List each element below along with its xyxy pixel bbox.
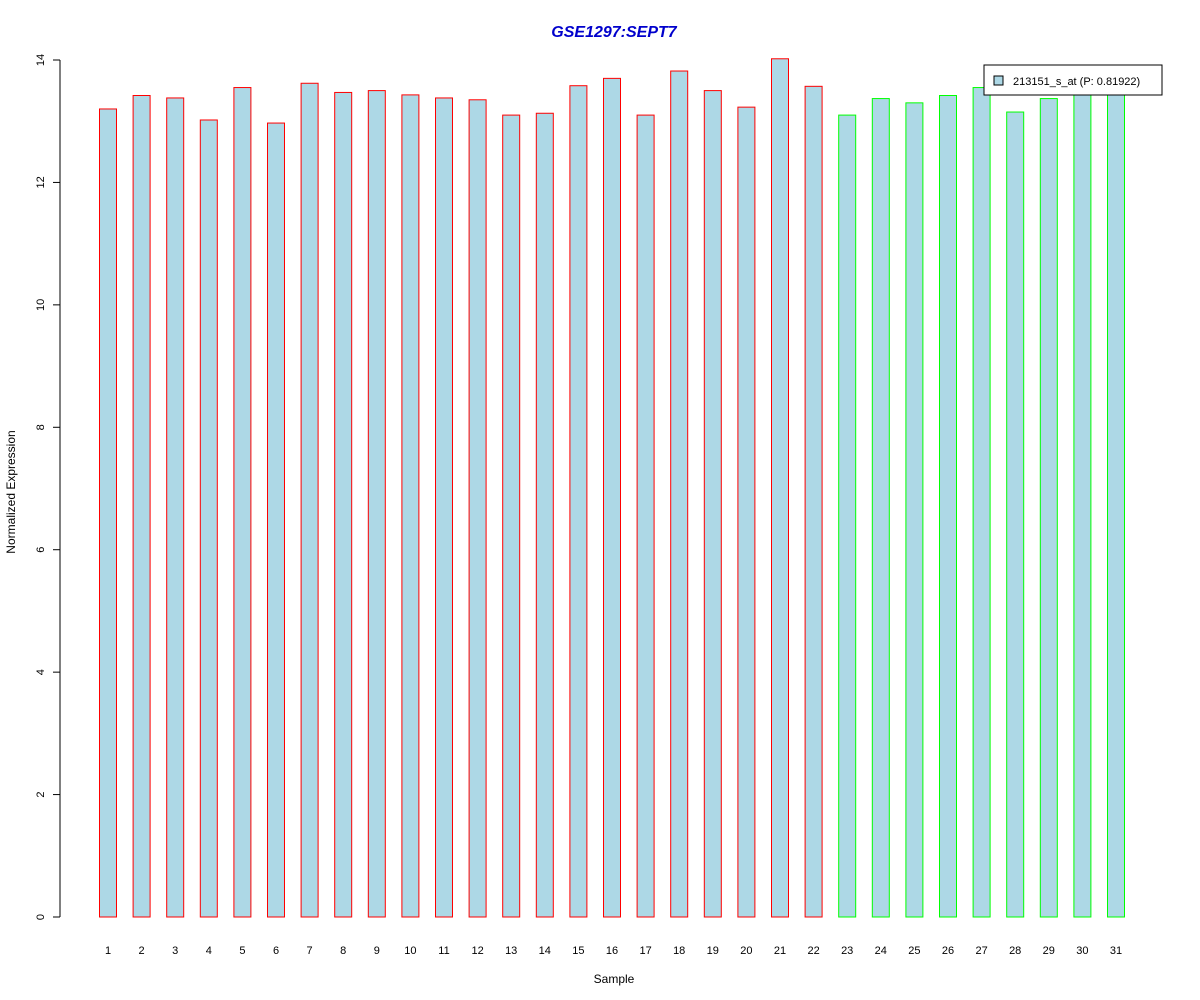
- bar: [569, 85, 588, 918]
- x-tick-label: 3: [172, 945, 178, 957]
- x-tick-label: 31: [1110, 945, 1122, 957]
- bar: [737, 106, 756, 918]
- x-tick-label: 21: [774, 945, 786, 957]
- x-tick-label: 14: [539, 945, 551, 957]
- x-tick-label: 8: [340, 945, 346, 957]
- bar: [334, 91, 353, 918]
- bar: [435, 97, 453, 918]
- y-axis: 0 2 4 6 8 10 12 14: [35, 54, 61, 920]
- x-tick-label: 4: [206, 945, 212, 957]
- bar: [99, 108, 117, 918]
- x-tick-label: 6: [273, 945, 279, 957]
- y-axis-label: Normalized Expression: [4, 430, 18, 553]
- x-tick-labels: 1 2 3 4 5 6 7 8 9 10 11 12 13 14 15 16 17 18 19 20 21 22 23 24 2…: [105, 945, 1122, 957]
- x-tick-label: 26: [942, 945, 954, 957]
- bar: [972, 87, 991, 918]
- bar: [1107, 93, 1125, 918]
- y-tick-label: 4: [35, 669, 47, 675]
- legend-label: 213151_s_at (P: 0.81922): [1013, 76, 1140, 88]
- x-tick-label: 25: [908, 945, 920, 957]
- bar: [468, 99, 487, 918]
- bar: [905, 102, 924, 918]
- bar: [535, 112, 554, 918]
- bar: [871, 98, 890, 918]
- bar: [804, 85, 823, 918]
- bar: [300, 82, 319, 918]
- x-tick-label: 1: [105, 945, 111, 957]
- x-tick-label: 30: [1076, 945, 1088, 957]
- bar: [603, 77, 621, 918]
- bar: [166, 97, 185, 918]
- bar: [636, 114, 655, 918]
- bar: [502, 114, 521, 918]
- bar: [838, 114, 857, 918]
- bar: [233, 87, 252, 918]
- x-tick-label: 22: [807, 945, 819, 957]
- x-tick-label: 9: [374, 945, 380, 957]
- bar: [1073, 90, 1092, 918]
- x-tick-label: 18: [673, 945, 685, 957]
- x-tick-label: 27: [975, 945, 987, 957]
- x-tick-label: 17: [639, 945, 651, 957]
- legend: 213151_s_at (P: 0.81922): [983, 64, 1163, 96]
- x-tick-label: 2: [139, 945, 145, 957]
- bar: [1006, 111, 1025, 918]
- x-tick-label: 12: [471, 945, 483, 957]
- x-tick-label: 16: [606, 945, 618, 957]
- y-tick-label: 0: [35, 914, 47, 920]
- x-tick-label: 13: [505, 945, 517, 957]
- y-tick-label: 2: [35, 792, 47, 798]
- x-tick-label: 10: [404, 945, 416, 957]
- x-tick-label: 15: [572, 945, 584, 957]
- bar: [703, 90, 722, 918]
- x-tick-label: 24: [875, 945, 887, 957]
- x-axis-label: Sample: [594, 972, 635, 986]
- bar: [267, 122, 285, 918]
- x-tick-label: 23: [841, 945, 853, 957]
- x-tick-label: 29: [1043, 945, 1055, 957]
- chart-title: GSE1297:SEPT7: [551, 24, 678, 41]
- x-tick-label: 28: [1009, 945, 1021, 957]
- bar: [367, 90, 386, 918]
- legend-box: [983, 64, 1163, 96]
- x-tick-label: 5: [239, 945, 245, 957]
- y-tick-label: 12: [35, 176, 47, 188]
- bar: [132, 95, 151, 918]
- legend-swatch: [993, 75, 1004, 86]
- x-tick-label: 20: [740, 945, 752, 957]
- bar: [401, 94, 420, 918]
- y-tick-label: 8: [35, 424, 47, 430]
- bar: [939, 95, 957, 918]
- y-tick-label: 6: [35, 547, 47, 553]
- y-tick-label: 14: [35, 54, 47, 66]
- bar: [199, 119, 218, 918]
- x-tick-label: 11: [438, 945, 449, 957]
- bar-series: [99, 58, 1125, 918]
- y-tick-label: 10: [35, 299, 47, 311]
- bar: [1039, 98, 1058, 918]
- bar: [771, 58, 789, 918]
- x-tick-label: 19: [707, 945, 719, 957]
- bar: [670, 70, 689, 918]
- x-tick-label: 7: [307, 945, 313, 957]
